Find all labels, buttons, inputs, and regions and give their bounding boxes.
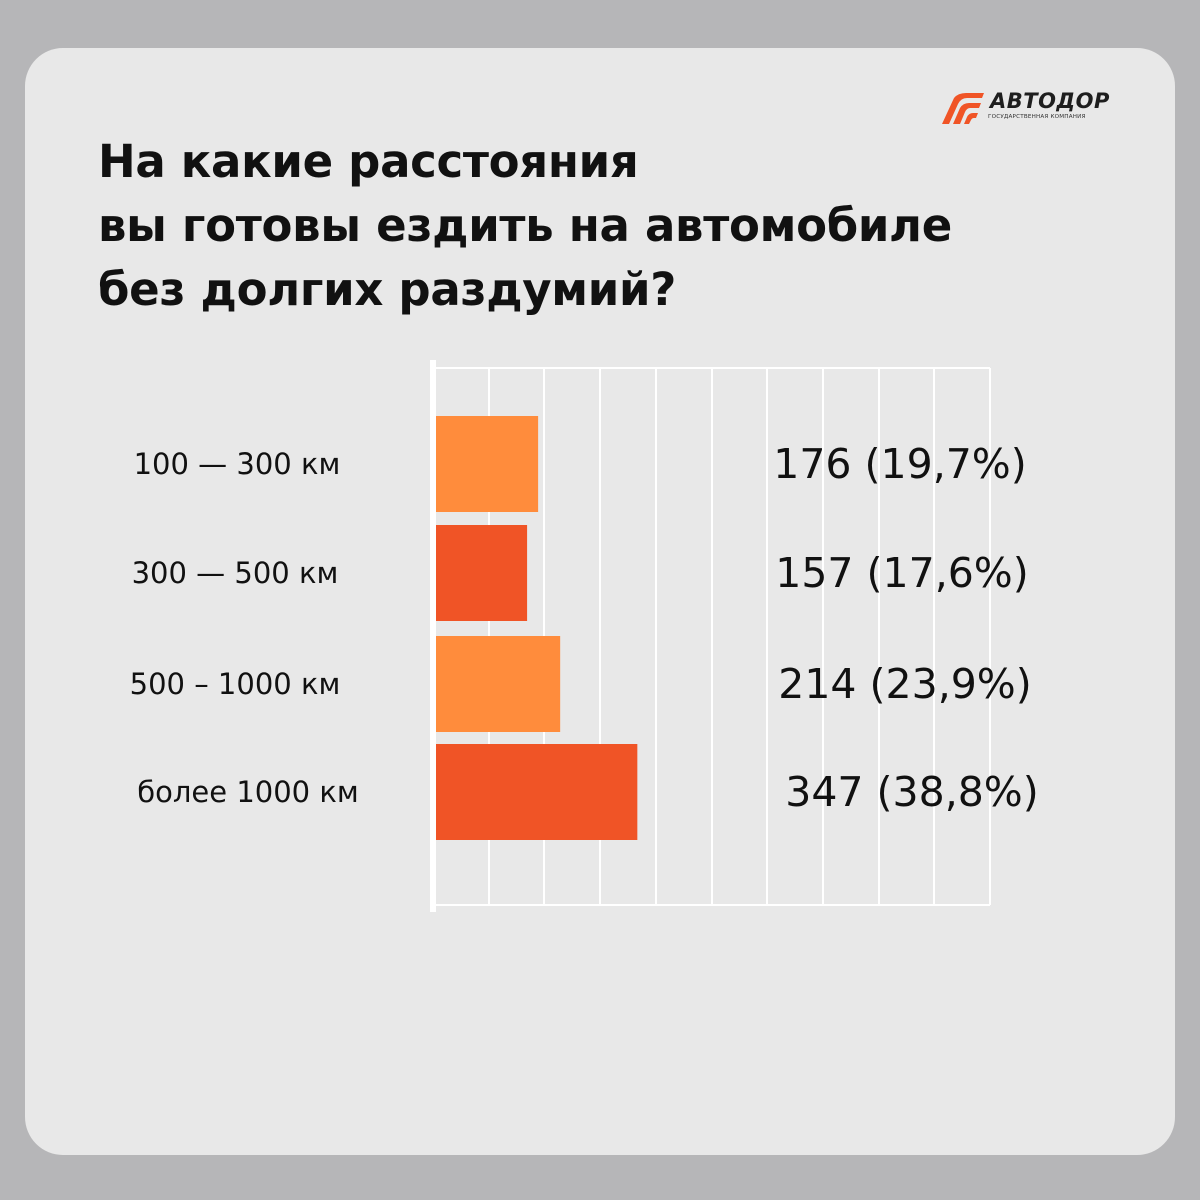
- category-label: 500 – 1000 км: [130, 667, 341, 701]
- title-line-2: вы готовы ездить на автомобиле: [98, 199, 952, 252]
- avtodor-logo: АВТОДОР Государственная компания: [936, 88, 1136, 128]
- category-label: 300 — 500 км: [132, 556, 339, 590]
- logo-subtitle: Государственная компания: [988, 114, 1086, 120]
- value-label: 347 (38,8%): [785, 768, 1039, 816]
- bar: [436, 416, 539, 512]
- bar: [436, 636, 561, 732]
- title-line-3: без долгих раздумий?: [98, 263, 677, 316]
- title-line-1: На какие расстояния: [98, 135, 639, 188]
- road-stripes-icon: [942, 93, 984, 124]
- bar: [436, 525, 528, 621]
- logo-name: АВТОДОР: [990, 89, 1110, 113]
- category-label: более 1000 км: [137, 775, 358, 809]
- value-label: 214 (23,9%): [778, 660, 1032, 708]
- page-title: На какие расстояния вы готовы ездить на …: [98, 130, 1098, 322]
- category-label: 100 — 300 км: [134, 447, 341, 481]
- value-label: 176 (19,7%): [773, 440, 1027, 488]
- bar: [436, 744, 638, 840]
- value-label: 157 (17,6%): [775, 549, 1029, 597]
